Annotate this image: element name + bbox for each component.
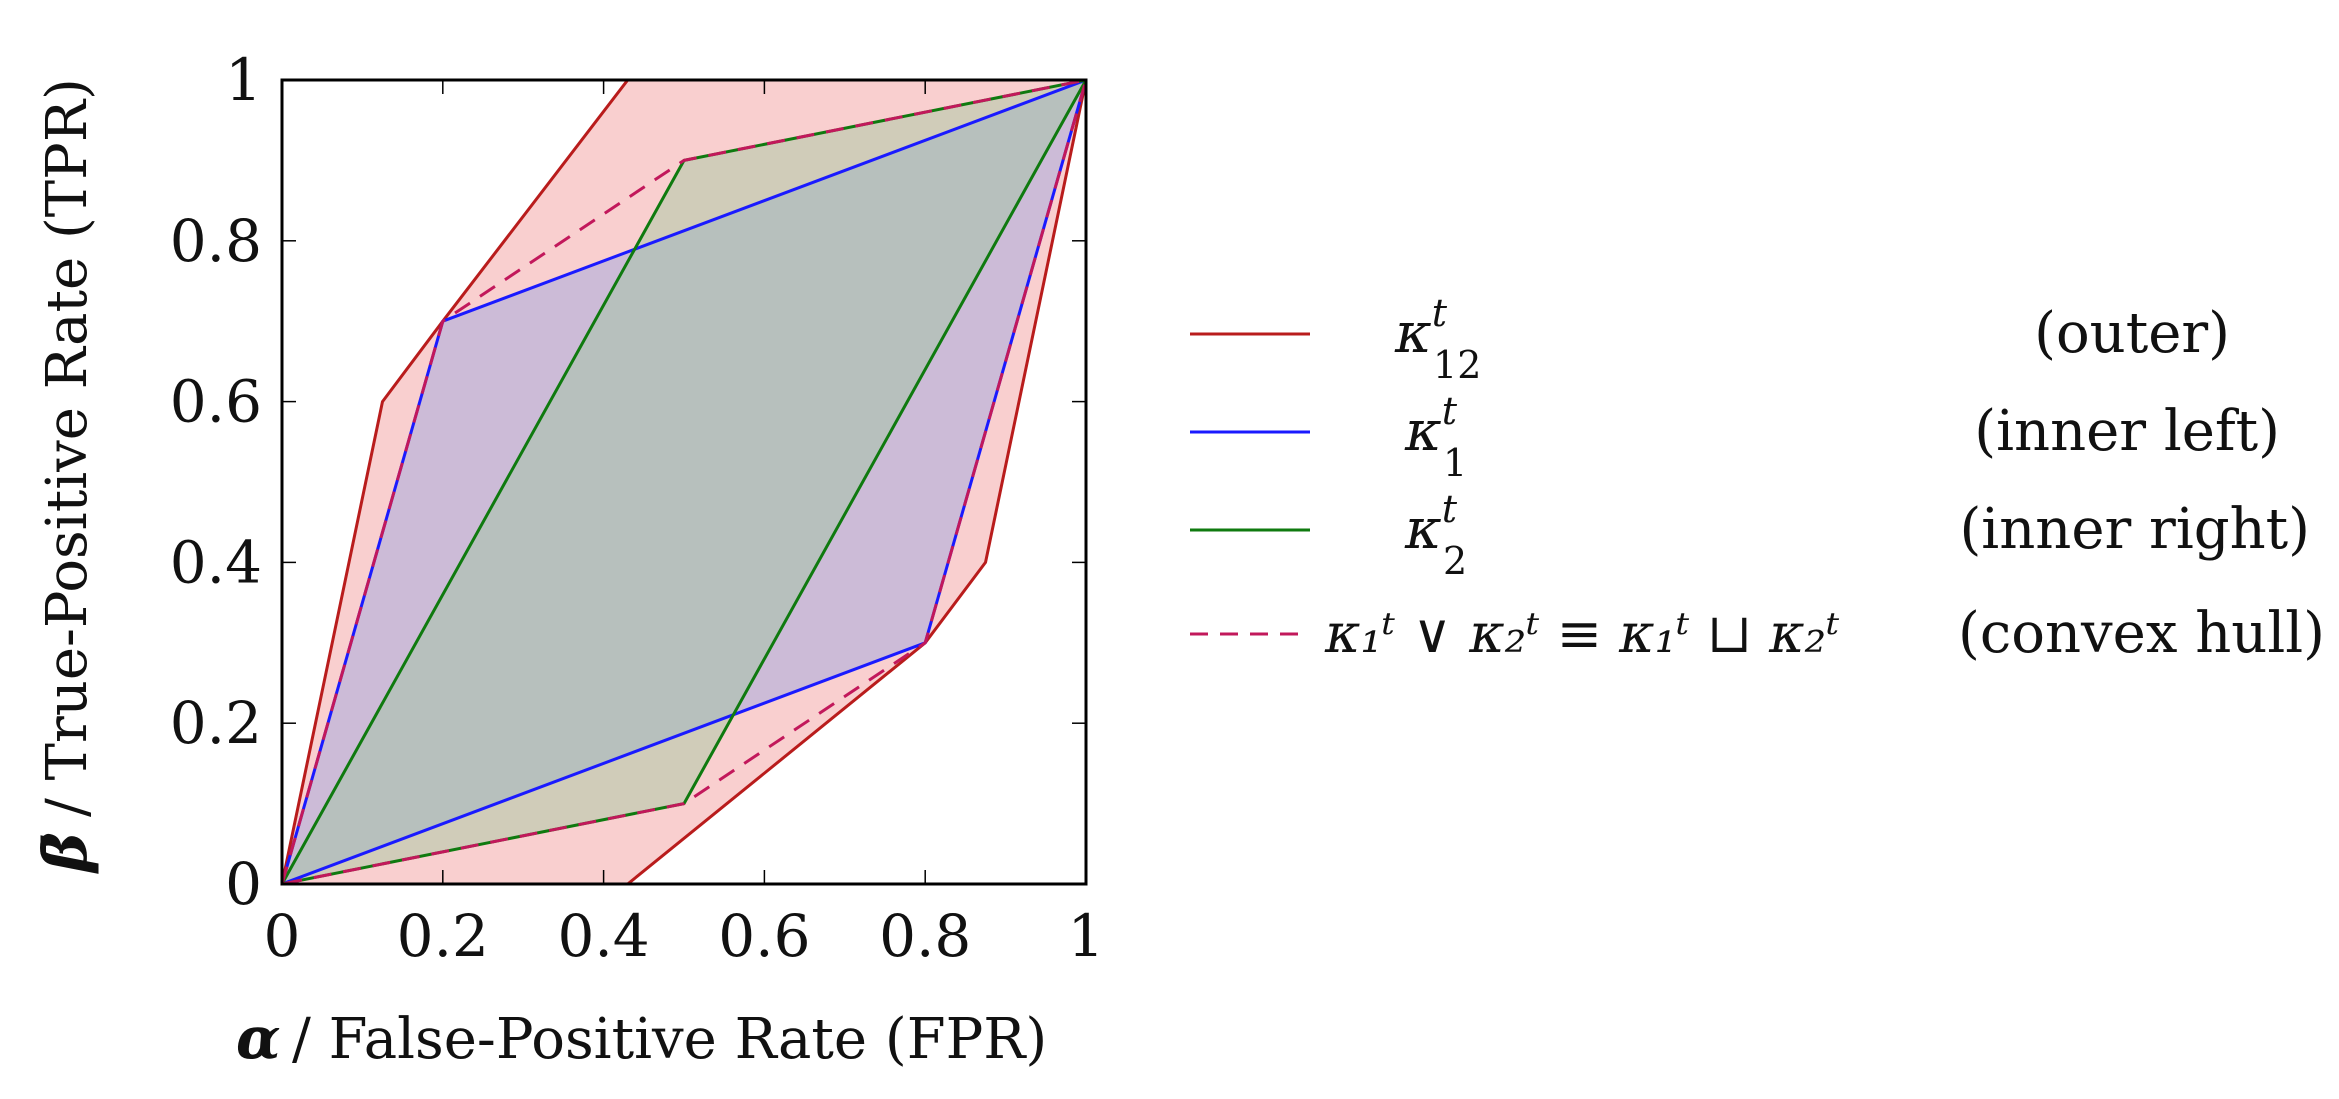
legend-label-kappa12: κt 12	[1394, 291, 1481, 387]
legend-desc-convex-hull: (convex hull)	[1958, 601, 2325, 666]
plot-frame	[280, 78, 1088, 886]
x-tick-label: 0	[264, 902, 301, 970]
x-tick-label: 0.6	[718, 902, 810, 970]
x-tick-label: 0.4	[557, 902, 649, 970]
legend: κt 12 (outer) κt 1 (inner left) κt 2 (inner…	[1190, 291, 2325, 666]
y-tick-label: 0	[225, 850, 262, 918]
legend-desc-kappa2: (inner right)	[1959, 497, 2310, 562]
series-lines	[282, 80, 1086, 884]
y-tick-label: 0.6	[170, 368, 262, 436]
legend-label-kappa2: κt 2	[1404, 487, 1467, 583]
x-tick-label: 1	[1068, 902, 1105, 970]
line-convex_hull	[282, 80, 1086, 884]
x-axis-title: / False-Positive Rate (FPR)	[292, 1007, 1047, 1072]
legend-label-kappa1: κt 1	[1404, 389, 1467, 485]
fill-kappa_2	[282, 80, 1086, 884]
y-axis-label: β̄ / True-Positive Rate (TPR)	[31, 78, 101, 874]
x-axis-symbol: α	[236, 1004, 281, 1072]
y-axis-title: / True-Positive Rate (TPR)	[35, 78, 100, 817]
axis-ticks: 0 0.2 0.4 0.6 0.8 1 0 0.2 0.4 0.6 0.8 1	[170, 46, 1105, 970]
legend-desc-kappa12: (outer)	[2034, 301, 2230, 366]
line-kappa_12	[282, 80, 1086, 884]
x-axis-label: α / False-Positive Rate (FPR)	[236, 1004, 1047, 1072]
y-tick-label: 1	[225, 46, 262, 114]
legend-label-convex-hull: κ₁ᵗ ∨ κ₂ᵗ ≡ κ₁ᵗ ⊔ κ₂ᵗ	[1324, 602, 1840, 665]
y-tick-label: 0.8	[170, 207, 262, 275]
region-fills	[282, 80, 1086, 884]
x-tick-label: 0.2	[397, 902, 489, 970]
fill-kappa_1	[282, 80, 1086, 884]
x-tick-label: 0.8	[879, 902, 971, 970]
y-axis-symbol: β̄	[31, 832, 101, 874]
y-tick-label: 0.2	[170, 689, 262, 757]
legend-desc-kappa1: (inner left)	[1974, 399, 2280, 464]
y-tick-label: 0.4	[170, 528, 262, 596]
